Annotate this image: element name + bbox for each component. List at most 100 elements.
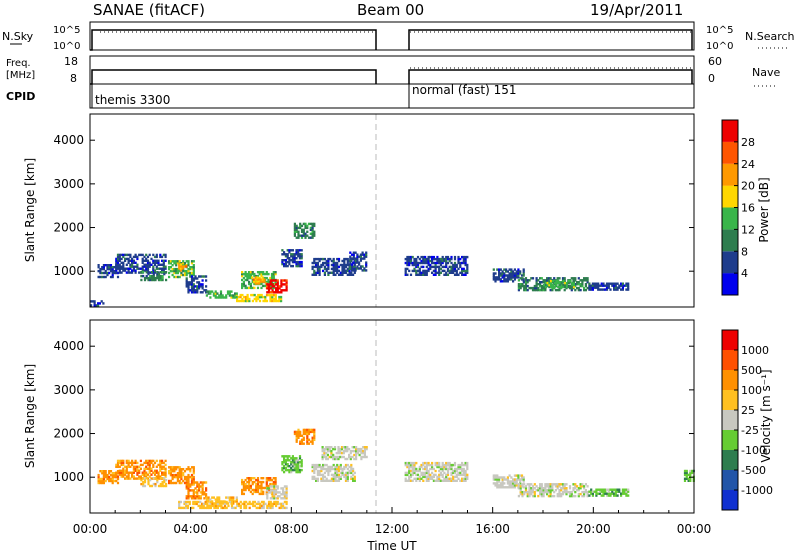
- echo-cell: [157, 276, 161, 280]
- echo-cell: [295, 257, 298, 260]
- echo-cell: [157, 272, 161, 276]
- power-panel-frame: [89, 113, 695, 308]
- echo-cell: [330, 271, 333, 274]
- echo-cell: [140, 478, 143, 482]
- echo-cell: [537, 283, 540, 286]
- echo-cell: [257, 502, 260, 506]
- echo-cell: [270, 492, 274, 496]
- echo-cell: [236, 299, 239, 303]
- echo-cell: [568, 494, 572, 498]
- echo-cell: [260, 286, 263, 290]
- echo-cell: [445, 463, 448, 467]
- echo-cell: [309, 228, 312, 231]
- echo-cell: [539, 485, 542, 488]
- echo-cell: [293, 259, 296, 262]
- echo-cell: [164, 265, 167, 268]
- echo-cell: [127, 257, 130, 261]
- echo-cell: [523, 288, 526, 292]
- echo-cell: [244, 274, 247, 278]
- echo-cell: [565, 490, 568, 494]
- echo-cell: [154, 477, 157, 480]
- echo-cell: [198, 275, 201, 278]
- echo-cell: [557, 279, 560, 283]
- echo-cell: [427, 257, 430, 261]
- echo-cell: [404, 269, 407, 273]
- echo-cell: [420, 261, 423, 265]
- echo-cell: [330, 467, 333, 471]
- echo-cell: [313, 232, 316, 235]
- echo-cell: [295, 457, 298, 460]
- velocity-colorbar-label: Velocity [m s⁻¹]: [759, 369, 773, 462]
- echo-cell: [159, 461, 162, 465]
- echo-cell: [492, 476, 495, 479]
- echo-cell: [265, 299, 269, 303]
- echo-cell: [496, 476, 499, 479]
- echo-cell: [415, 477, 418, 480]
- echo-cell: [291, 257, 294, 260]
- echo-cell: [155, 477, 158, 480]
- echo-cell: [432, 257, 435, 261]
- echo-cell: [591, 288, 594, 291]
- echo-cell: [178, 260, 181, 263]
- echo-cell: [416, 477, 420, 480]
- echo-cell: [187, 479, 190, 483]
- echo-cell: [297, 430, 300, 434]
- echo-cell: [285, 493, 288, 496]
- echo-cell: [576, 286, 579, 290]
- echo-cell: [284, 262, 287, 266]
- echo-cell: [508, 278, 511, 281]
- echo-cell: [157, 278, 161, 282]
- echo-cell: [261, 280, 264, 283]
- colorbar-segment: [722, 370, 738, 390]
- echo-cell: [356, 265, 359, 268]
- echo-cell: [198, 285, 201, 288]
- echo-cell: [311, 475, 314, 479]
- echo-cell: [363, 267, 366, 270]
- echo-cell: [201, 279, 204, 282]
- echo-cell: [280, 497, 283, 500]
- echo-cell: [309, 226, 312, 230]
- echo-cell: [162, 461, 165, 465]
- echo-cell: [161, 263, 164, 266]
- echo-cell: [236, 297, 239, 301]
- echo-cell: [429, 477, 432, 480]
- echo-cell: [299, 430, 302, 434]
- echo-cell: [524, 485, 528, 488]
- echo-cell: [185, 477, 188, 481]
- echo-cell: [143, 469, 146, 472]
- echo-cell: [560, 283, 563, 287]
- echo-cell: [168, 260, 171, 263]
- echo-cell: [115, 269, 118, 273]
- beam-label: Beam 00: [357, 1, 424, 19]
- echo-cell: [185, 485, 188, 488]
- echo-cell: [269, 297, 272, 301]
- echo-cell: [256, 276, 259, 279]
- echo-cell: [336, 463, 339, 467]
- echo-cell: [539, 483, 542, 486]
- echo-cell: [436, 259, 439, 263]
- echo-cell: [512, 270, 515, 273]
- echo-cell: [295, 459, 298, 462]
- echo-cell: [343, 467, 346, 471]
- echo-cell: [297, 253, 300, 256]
- echo-cell: [537, 286, 540, 290]
- echo-cell: [286, 253, 289, 256]
- echo-cell: [346, 477, 349, 480]
- echo-cell: [259, 502, 262, 506]
- echo-cell: [590, 286, 593, 289]
- echo-cell: [281, 259, 284, 262]
- echo-cell: [445, 273, 448, 276]
- echo-cell: [336, 265, 339, 269]
- echo-cell: [262, 271, 265, 274]
- echo-cell: [276, 487, 279, 490]
- echo-cell: [422, 479, 425, 482]
- echo-cell: [302, 430, 305, 434]
- echo-cell: [521, 492, 524, 496]
- echo-cell: [337, 259, 341, 263]
- echo-cell: [348, 269, 351, 273]
- echo-cell: [450, 257, 453, 261]
- echo-cell: [408, 255, 411, 259]
- echo-cell: [431, 257, 434, 261]
- echo-cell: [255, 484, 258, 488]
- echo-cell: [190, 495, 194, 498]
